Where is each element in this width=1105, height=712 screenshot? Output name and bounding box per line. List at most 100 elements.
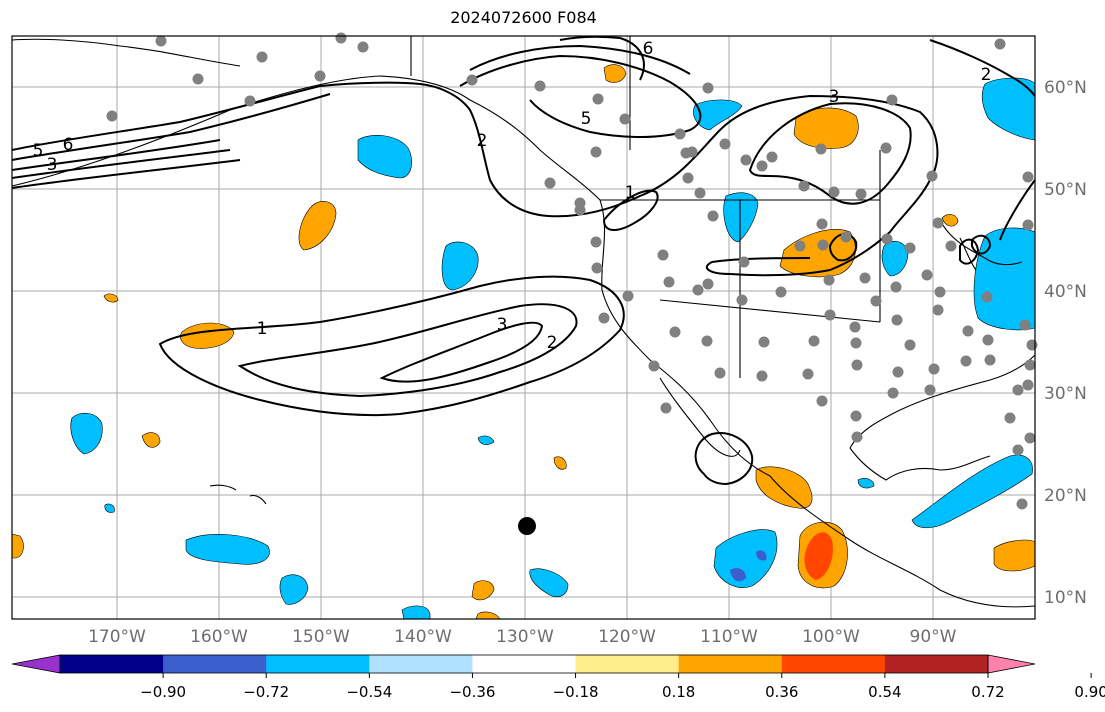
station-dots [106,32,1038,510]
station-dot [816,218,828,230]
station-dot [921,269,933,281]
station-dot [1016,498,1028,510]
lon-label: 90°W [910,627,957,647]
contour-label: 2 [981,65,992,85]
station-dot [817,239,829,251]
station-dot [945,240,957,252]
contour-label: 5 [581,109,592,129]
colorbar-tick-label: −0.54 [346,683,392,701]
station-dot [335,32,347,44]
station-dot [714,367,726,379]
station-dot [544,177,556,189]
storm-marker [518,517,536,535]
station-dot [926,170,938,182]
station-dot [756,160,768,172]
negative-anomaly-areas [70,77,1036,620]
station-dot [928,363,940,375]
lat-label: 20°N [1044,486,1087,506]
lat-label: 60°N [1044,78,1087,98]
map-frame [11,35,1036,620]
colorbar-segment [472,655,577,673]
station-dot [1012,444,1024,456]
longitude-labels: 170°W 160°W 150°W 140°W 130°W 120°W 110°… [88,627,957,647]
station-dot [775,286,787,298]
station-dot [892,366,904,378]
station-dot [994,38,1006,50]
station-dot [904,339,916,351]
station-dot [598,312,610,324]
station-dot [815,143,827,155]
station-dot [591,262,603,274]
station-dot [982,334,994,346]
station-dot [466,74,478,86]
station-dot [824,309,836,321]
contour-lines [11,35,1036,486]
station-dot [808,335,820,347]
colorbar-tick-label: −0.18 [553,683,599,701]
station-dot [1024,432,1036,444]
contour-label: 6 [643,39,654,59]
contour-label: 6 [63,135,74,155]
station-dot [924,384,936,396]
station-dot [1022,219,1034,231]
station-dot [534,80,546,92]
station-dot [855,188,867,200]
colorbar-tick-label: −0.72 [243,683,289,701]
station-dot [1022,379,1034,391]
station-dot [357,41,369,53]
station-dot [828,186,840,198]
contour-label: 2 [547,333,558,353]
station-dot [192,73,204,85]
station-dot [692,284,704,296]
station-dot [756,370,768,382]
station-dot [590,146,602,158]
station-dot [880,142,892,154]
contour-label: 3 [47,155,58,175]
colorbar-segment [369,655,473,673]
station-dot [904,242,916,254]
station-dot [619,113,631,125]
station-dot [960,355,972,367]
contour-label: 5 [33,141,44,161]
contour-label-group: 1 2 3 2 3 5 6 5 6 3 2 1 [33,39,992,353]
colorbar-tick-label: 0.36 [765,683,798,701]
colorbar-outline [59,654,989,674]
station-dot [314,70,326,82]
station-dot [694,187,706,199]
station-dot [1019,319,1031,331]
lat-label: 10°N [1044,588,1087,608]
station-dot [657,249,669,261]
colorbar-segment [884,655,989,673]
station-dot [932,304,944,316]
station-dot [886,94,898,106]
lat-label: 30°N [1044,384,1087,404]
station-dot [984,354,996,366]
strong-positive-areas [804,532,833,580]
station-dot [962,325,974,337]
station-dot [766,151,778,163]
lon-label: 170°W [88,627,146,647]
colorbar-tick-label: −0.90 [140,683,186,701]
lon-label: 140°W [394,627,452,647]
station-dot [660,402,672,414]
station-dot [682,172,694,184]
lat-label: 40°N [1044,282,1087,302]
station-dot [106,110,118,122]
station-dot [707,210,719,222]
contour-label: 3 [497,315,508,335]
colorbar-segment [163,655,267,673]
station-dot [823,274,835,286]
station-dot [1022,171,1034,183]
station-dot [669,326,681,338]
station-dot [686,146,698,158]
station-dot [758,336,770,348]
station-dot [590,236,602,248]
station-dot [887,387,899,399]
station-dot [1012,384,1024,396]
contour-label: 1 [257,319,268,339]
lat-label: 50°N [1044,180,1087,200]
station-dot [794,240,806,252]
colorbar-segment [266,655,370,673]
latitude-labels: 60°N 50°N 40°N 30°N 20°N 10°N [1044,78,1087,608]
colorbar-tick-label: −0.36 [449,683,495,701]
